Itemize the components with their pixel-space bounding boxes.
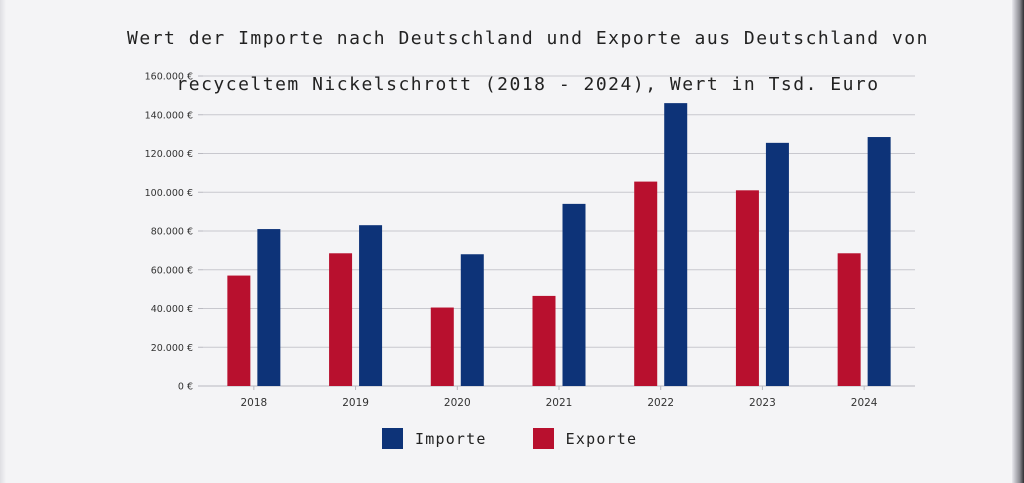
legend-label-importe: Importe: [415, 429, 487, 448]
bar-importe-2020: [460, 254, 484, 386]
bar-exporte-2019: [329, 253, 353, 386]
y-tick-label: 120.000 €: [145, 149, 193, 160]
y-tick-label: 160.000 €: [145, 72, 193, 83]
bar-importe-2019: [359, 225, 383, 386]
bar-importe-2023: [765, 142, 789, 386]
legend-item-importe: Importe: [382, 428, 487, 449]
bar-exporte-2024: [837, 253, 861, 386]
legend-label-exporte: Exporte: [565, 429, 638, 448]
frame-edge-left: [0, 0, 6, 483]
x-tick-label: 2021: [546, 397, 573, 409]
y-tick-label: 80.000 €: [151, 227, 193, 238]
legend-item-exporte: Exporte: [532, 428, 638, 449]
bar-importe-2018: [257, 229, 281, 386]
chart-title: Wert der Importe nach Deutschland und Ex…: [0, 4, 1024, 119]
y-tick-label: 60.000 €: [151, 265, 193, 276]
x-tick-label: 2019: [342, 397, 369, 409]
x-tick-label: 2020: [444, 397, 471, 409]
x-tick-label: 2024: [851, 397, 878, 409]
chart-title-line-1: Wert der Importe nach Deutschland und Ex…: [127, 28, 929, 49]
chart-title-line-2: recyceltem Nickelschrott (2018 - 2024), …: [176, 74, 880, 95]
bar-exporte-2018: [227, 275, 251, 386]
bar-exporte-2022: [634, 181, 658, 386]
y-tick-label: 20.000 €: [151, 343, 193, 354]
legend-swatch-importe: [382, 428, 403, 449]
bar-exporte-2023: [735, 190, 759, 386]
y-tick-label: 0 €: [178, 382, 193, 393]
bar-exporte-2021: [532, 295, 556, 386]
bar-exporte-2020: [430, 307, 454, 386]
bar-importe-2024: [867, 137, 891, 386]
bar-importe-2021: [562, 203, 586, 386]
legend-swatch-exporte: [532, 428, 554, 449]
y-tick-label: 40.000 €: [151, 304, 193, 315]
x-tick-label: 2023: [749, 397, 776, 409]
x-tick-label: 2022: [647, 397, 674, 409]
bar-importe-2022: [664, 103, 688, 386]
frame-edge-right: [1012, 0, 1024, 483]
y-tick-label: 140.000 €: [145, 110, 193, 121]
y-tick-label: 100.000 €: [145, 188, 193, 199]
x-tick-label: 2018: [240, 397, 267, 409]
legend: Importe Exporte: [382, 428, 683, 449]
